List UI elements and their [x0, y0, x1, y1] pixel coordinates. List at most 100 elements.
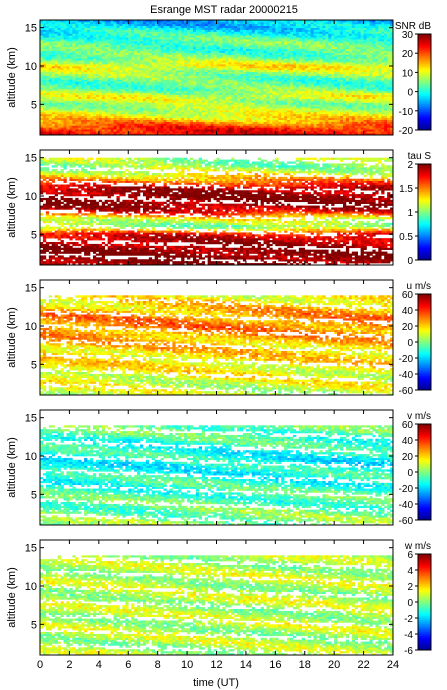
heatmap-cell [48, 119, 53, 122]
heatmap-cell [190, 100, 194, 103]
heatmap-cell [72, 108, 76, 111]
heatmap-cell [63, 117, 67, 120]
heatmap-cell [322, 89, 326, 92]
heatmap-cell [54, 94, 58, 97]
heatmap-cell [128, 94, 132, 97]
heatmap-cell [360, 104, 364, 107]
heatmap-cell [287, 64, 291, 67]
heatmap-cell [331, 110, 335, 113]
heatmap-cell [322, 121, 326, 124]
heatmap-cell [307, 92, 311, 96]
heatmap-cell [328, 62, 332, 65]
heatmap-cell [228, 98, 232, 101]
heatmap-cell [269, 56, 273, 59]
heatmap-cell [166, 110, 170, 113]
heatmap-cell [78, 66, 82, 69]
heatmap-cell [201, 81, 206, 84]
heatmap-cell [192, 92, 197, 96]
heatmap-cell [51, 100, 56, 103]
heatmap-cell [184, 117, 188, 120]
heatmap-cell [198, 67, 203, 71]
heatmap-cell [357, 102, 361, 105]
heatmap-cell [169, 90, 173, 94]
heatmap-cell [272, 58, 276, 61]
heatmap-cell [231, 113, 235, 117]
heatmap-cell [142, 117, 147, 120]
heatmap-cell [251, 129, 256, 132]
heatmap-cell [278, 123, 282, 126]
heatmap-cell [213, 96, 217, 99]
heatmap-cell [184, 104, 188, 107]
heatmap-cell [281, 106, 285, 109]
heatmap-cell [54, 54, 58, 57]
heatmap-cell [387, 94, 391, 97]
heatmap-cell [278, 58, 282, 61]
heatmap-cell [78, 100, 82, 103]
heatmap-cell [142, 123, 147, 126]
heatmap-cell [69, 64, 73, 67]
heatmap-cell [184, 60, 188, 63]
heatmap-cell [195, 123, 200, 126]
heatmap-cell [384, 106, 388, 109]
heatmap-cell [207, 129, 211, 132]
heatmap-cell [140, 117, 144, 120]
heatmap-cell [140, 77, 144, 80]
heatmap-cell [160, 129, 164, 132]
heatmap-cell [322, 77, 326, 80]
heatmap-cell [75, 89, 79, 92]
heatmap-cell [337, 123, 341, 126]
heatmap-cell [225, 100, 229, 103]
heatmap-cell [222, 100, 226, 103]
heatmap-cell [237, 66, 241, 69]
heatmap-cell [275, 104, 279, 107]
heatmap-cell [134, 73, 138, 76]
heatmap-cell [157, 117, 161, 120]
heatmap-cell [163, 54, 167, 57]
heatmap-cell [101, 129, 106, 132]
heatmap-cell [69, 104, 73, 107]
heatmap-cell [157, 119, 161, 122]
heatmap-cell [337, 125, 341, 128]
heatmap-cell [257, 56, 261, 59]
heatmap-cell [260, 67, 264, 71]
heatmap-cell [269, 121, 273, 124]
heatmap-cell [351, 108, 356, 111]
heatmap-cell [169, 75, 173, 78]
heatmap-cell [301, 129, 306, 132]
heatmap-cell [78, 131, 82, 134]
heatmap-cell [381, 125, 385, 128]
heatmap-cell [98, 131, 103, 134]
heatmap-cell [231, 104, 235, 107]
heatmap-cell [363, 73, 367, 76]
heatmap-cell [369, 102, 373, 105]
heatmap-cell [366, 77, 370, 80]
heatmap-cell [84, 125, 88, 128]
heatmap-cell [260, 62, 264, 65]
heatmap-cell [281, 89, 285, 92]
heatmap-cell [290, 100, 294, 103]
heatmap-cell [369, 64, 373, 67]
heatmap-cell [257, 92, 261, 96]
heatmap-cell [287, 92, 291, 96]
heatmap-cell [166, 94, 170, 97]
heatmap-cell [363, 115, 367, 119]
heatmap-cell [360, 58, 364, 61]
heatmap-cell [381, 133, 385, 136]
heatmap-cell [142, 94, 147, 97]
heatmap-cell [222, 129, 226, 132]
heatmap-cell [369, 56, 373, 59]
heatmap-cell [201, 112, 206, 115]
heatmap-cell [60, 127, 64, 130]
heatmap-cell [195, 66, 200, 69]
heatmap-cell [42, 71, 47, 74]
heatmap-cell [172, 81, 176, 84]
heatmap-cell [92, 71, 97, 74]
heatmap-cell [84, 129, 88, 132]
heatmap-cell [281, 66, 285, 69]
heatmap-cell [348, 131, 353, 134]
heatmap-cell [363, 96, 367, 99]
heatmap-cell [245, 67, 250, 71]
heatmap-cell [166, 56, 170, 59]
heatmap-cell [92, 85, 97, 88]
heatmap-cell [322, 108, 326, 111]
